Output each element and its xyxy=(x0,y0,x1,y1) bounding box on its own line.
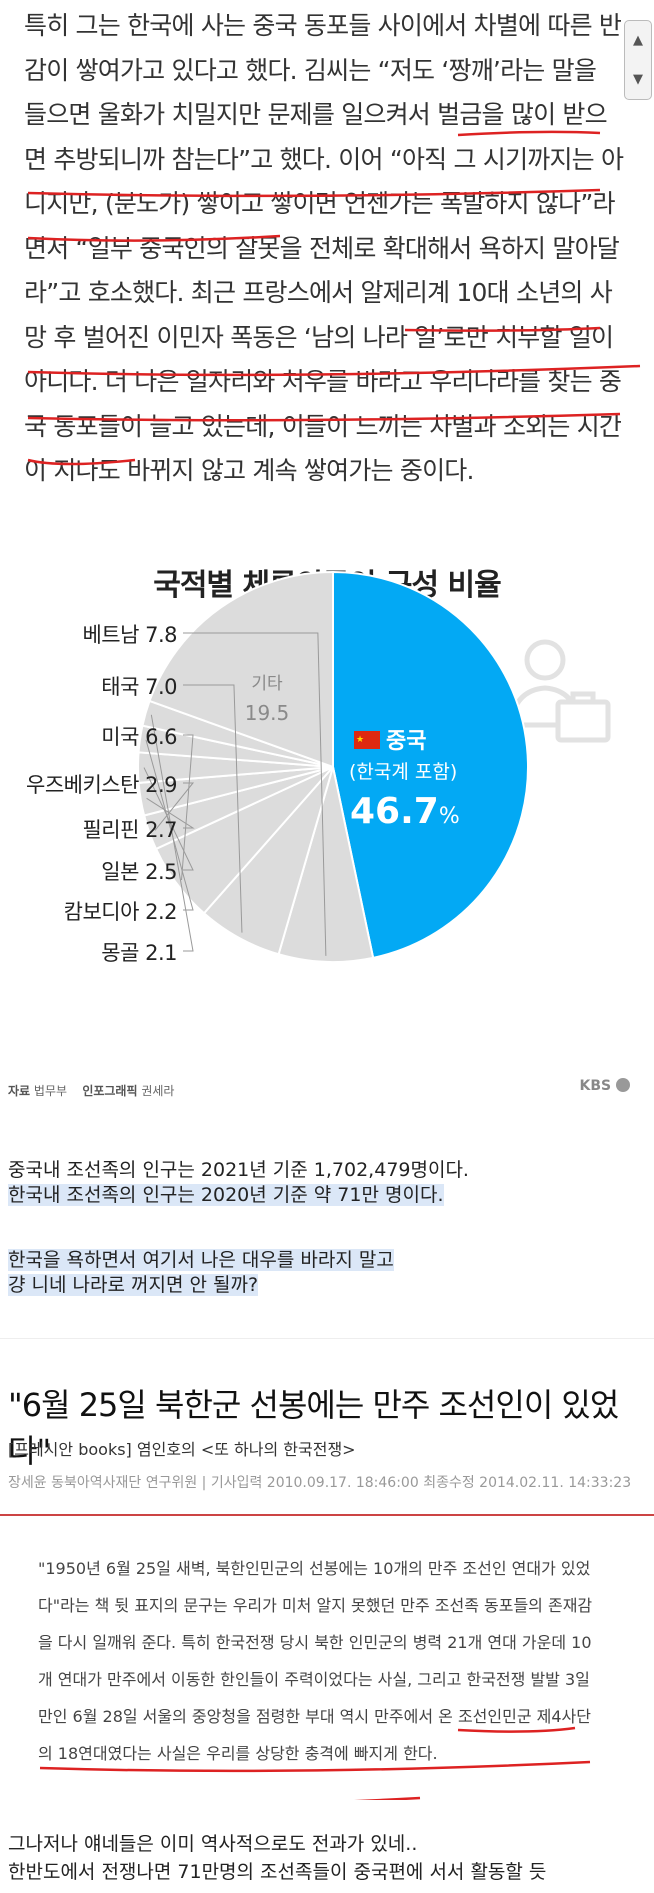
leader-line-3 xyxy=(181,734,194,881)
slice-label-8: 몽골 2.1 xyxy=(101,941,177,965)
user-comment: 중국내 조선족의 인구는 2021년 기준 1,702,479명이다. 한국내 … xyxy=(8,1158,638,1298)
pie-slice-1 xyxy=(277,766,375,963)
article-excerpt: 특히 그는 한국에 사는 중국 동포들 사이에서 차별에 따른 반감이 쌓여가고… xyxy=(0,0,654,530)
slice-label-5: 필리핀 2.7 xyxy=(82,818,177,842)
user-comment-bottom: 그나저나 얘네들은 이미 역사적으로도 전과가 있네.. 한반도에서 전쟁나면 … xyxy=(8,1830,648,1886)
red-hand-underlines-2 xyxy=(39,1726,591,1800)
slice-label-1: 베트남 7.8 xyxy=(82,623,177,647)
chart-source: 자료 법무부 인포그래픽 권세라 xyxy=(8,1082,174,1099)
chevron-down-icon[interactable]: ▼ xyxy=(633,72,643,87)
article-quote: "1950년 6월 25일 새벽, 북한인민군의 선봉에는 10개의 만주 조선… xyxy=(38,1559,593,1763)
slice-value-etc: 19.5 xyxy=(245,701,290,725)
leader-line-2 xyxy=(183,684,243,933)
slice-label-etc: 기타 xyxy=(251,674,283,694)
slice-label-china: 중국 xyxy=(386,729,426,754)
article-subline: [프레시안 books] 염인호의 <또 하나의 한국전쟁> xyxy=(8,1440,356,1459)
memo-line: 한국내 조선족의 인구는 2020년 기준 약 71만 명이다. xyxy=(8,1184,444,1206)
leader-line-1 xyxy=(183,632,327,956)
section-divider xyxy=(0,1338,654,1339)
article-paragraph: 특히 그는 한국에 사는 중국 동포들 사이에서 차별에 따른 반감이 쌓여가고… xyxy=(24,11,624,485)
article-meta: 장세윤 동북아역사재단 연구위원 | 기사입력 2010.09.17. 18:4… xyxy=(8,1475,632,1491)
svg-text:★: ★ xyxy=(356,735,364,745)
bottom-line: 그나저나 얘네들은 이미 역사적으로도 전과가 있네.. xyxy=(8,1833,418,1855)
slice-label-4: 우즈베키스탄 2.9 xyxy=(26,773,178,797)
memo-line: 중국내 조선족의 인구는 2021년 기준 1,702,479명이다. xyxy=(8,1159,469,1181)
china-flag-icon: ★ xyxy=(354,731,380,749)
memo-line: 걍 니네 나라로 꺼지면 안 될까? xyxy=(8,1274,259,1296)
leader-line-8 xyxy=(150,714,194,952)
article-headline: "6월 25일 북한군 선봉에는 만주 조선인이 있었다" xyxy=(8,1386,619,1470)
leader-line-5 xyxy=(146,797,195,829)
source-label: 자료 xyxy=(8,1084,31,1098)
slice-label-2: 태국 7.0 xyxy=(101,675,177,699)
slice-value-china: 46.7% xyxy=(350,791,460,832)
person-briefcase-icon xyxy=(507,639,611,743)
kbs-logo: KBS xyxy=(580,1078,630,1094)
leader-line-6 xyxy=(143,767,194,871)
graphic-label: 인포그래픽 xyxy=(82,1084,138,1098)
memo-line: 한국을 욕하면서 여기서 나은 대우를 바라지 말고 xyxy=(8,1249,394,1271)
slice-label-7: 캄보디아 2.2 xyxy=(63,900,178,924)
slice-label-6: 일본 2.5 xyxy=(101,860,177,884)
scroll-widget[interactable]: ▲ ▼ xyxy=(624,20,652,100)
slice-sublabel-china: (한국계 포함) xyxy=(349,761,457,783)
bottom-line: 한반도에서 전쟁나면 71만명의 조선족들이 중국편에 서서 활동할 듯 xyxy=(8,1861,547,1883)
pie-slice-0 xyxy=(332,570,529,960)
nationality-pie-chart: 국적별 체류외국인 구성 비율 ★ 중국 (한국계 포함) 46.7% 기타 1… xyxy=(0,530,654,1110)
pie-slice-9 xyxy=(148,570,334,769)
graphic-author: 권세라 xyxy=(141,1084,175,1098)
slice-label-3: 미국 6.6 xyxy=(101,725,177,749)
pie-chart-svg: ★ 중국 (한국계 포함) 46.7% 기타 19.5 xyxy=(137,570,611,963)
red-hand-underlines xyxy=(27,130,641,466)
article-divider xyxy=(0,1514,654,1516)
chevron-up-icon[interactable]: ▲ xyxy=(633,33,643,48)
leader-line-7 xyxy=(145,739,194,911)
source-value: 법무부 xyxy=(33,1084,68,1098)
leader-line-4 xyxy=(154,782,195,831)
